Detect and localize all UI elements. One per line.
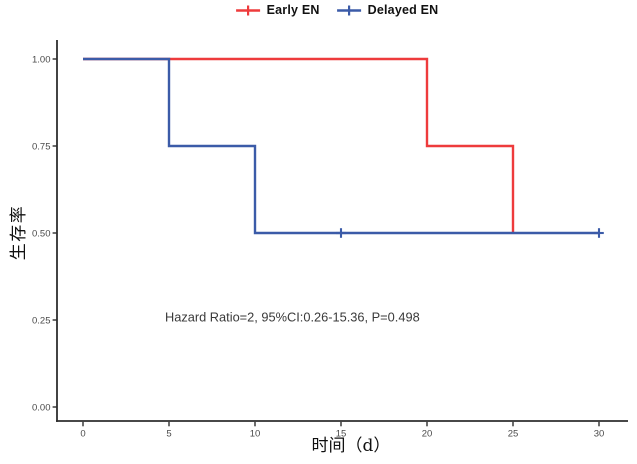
x-axis-tick-label: 0 (80, 429, 85, 440)
x-axis-tick-label: 30 (594, 429, 605, 440)
y-axis-tick-label: 0.25 (32, 315, 51, 326)
y-axis-tick-label: 0.50 (32, 228, 51, 239)
survival-curve-early-en (83, 57, 515, 233)
x-axis-tick-label: 5 (166, 429, 171, 440)
y-axis-tick-label: 0.00 (32, 402, 51, 413)
survival-curve-delayed-en (83, 57, 599, 235)
y-axis-tick-label: 0.75 (32, 141, 51, 152)
delayed-en-curve-censor-marker-icon (336, 5, 361, 15)
legend-item-delayed-en: Delayed EN (336, 3, 439, 17)
legend-item-early-en: Early EN (235, 3, 320, 17)
x-axis-tick-label: 10 (250, 429, 261, 440)
x-axis-tick-label: 15 (336, 429, 347, 440)
legend-label-delayed-en: Delayed EN (367, 3, 439, 17)
hazard-ratio-annotation: Hazard Ratio=2, 95%CI:0.26-15.36, P=0.49… (165, 310, 420, 325)
early-en-curve-censor-marker-icon (235, 5, 260, 15)
chart-legend: Early EN Delayed EN (235, 3, 439, 17)
x-axis-tick-label: 20 (422, 429, 433, 440)
legend-label-early-en: Early EN (266, 3, 320, 17)
y-axis-title: 生存率 (9, 205, 29, 261)
x-axis-title: 时间（d） (312, 436, 391, 456)
x-axis-tick-label: 25 (508, 429, 519, 440)
y-axis-tick-label: 1.00 (32, 54, 51, 65)
